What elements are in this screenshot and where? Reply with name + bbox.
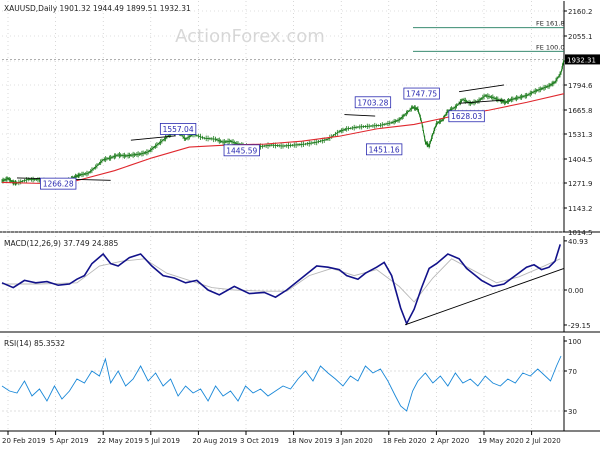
- price-label: 1445.59: [226, 146, 257, 155]
- price-panel-header: XAUUSD,Daily 1901.32 1944.49 1899.51 193…: [4, 4, 191, 13]
- x-tick-label: 2 Jul 2020: [526, 437, 561, 445]
- price-label: 1703.28: [357, 98, 388, 107]
- price-line: [1, 59, 565, 184]
- x-tick-label: 5 Jul 2019: [145, 437, 180, 445]
- price-label-box: [159, 123, 197, 135]
- y-tick-label: 70: [568, 368, 577, 376]
- x-tick-label: 18 Nov 2019: [288, 437, 333, 445]
- price-label-box: [40, 177, 77, 190]
- macd-signal-line: [2, 258, 561, 303]
- x-tick-label: 3 Jan 2020: [335, 437, 373, 445]
- last-price-text: 1932.31: [567, 56, 596, 64]
- trend-channel-line: [459, 99, 505, 104]
- x-tick-label: 20 Aug 2019: [192, 437, 237, 445]
- macd-trendline: [404, 267, 565, 326]
- y-tick-label: 30: [568, 408, 577, 416]
- y-tick-label: 1014.5: [568, 229, 593, 237]
- y-tick-label: 100: [568, 338, 581, 346]
- y-tick-label: 0.00: [568, 287, 584, 295]
- x-tick-label: 2 Apr 2020: [430, 437, 469, 445]
- y-tick-label: 1665.8: [568, 107, 593, 115]
- price-label: 1628.03: [451, 112, 482, 121]
- rsi-line: [1, 355, 562, 412]
- trend-channel-line: [344, 114, 376, 117]
- y-tick-label: 1404.5: [568, 156, 593, 164]
- price-label-box: [354, 96, 392, 109]
- fib-level-label: FE 100.0: [536, 43, 565, 51]
- rsi-panel-header: RSI(14) 85.3532: [4, 339, 65, 348]
- y-tick-label: 1794.6: [568, 82, 593, 90]
- x-tick-label: 19 May 2020: [478, 437, 524, 445]
- price-label-box: [448, 110, 485, 123]
- y-tick-label: 1271.9: [568, 180, 593, 188]
- y-tick-label: 2160.2: [568, 8, 593, 16]
- price-label: 1557.04: [163, 125, 194, 134]
- price-label: 1266.28: [43, 180, 74, 189]
- macd-line: [1, 244, 562, 326]
- trend-channel-line: [130, 135, 176, 141]
- x-tick-label: 20 Feb 2019: [2, 437, 46, 445]
- y-tick-label: -29.15: [568, 322, 591, 330]
- chart-panels: ActionForex.com XAUUSD,Daily 1901.32 1944…: [0, 1, 600, 432]
- x-tick-label: 3 Oct 2019: [240, 437, 279, 445]
- y-tick-label: 2055.1: [568, 33, 593, 41]
- macd-panel-header: MACD(12,26,9) 37.749 24.885: [4, 239, 118, 248]
- price-label-box: [366, 143, 403, 156]
- x-axis: 20 Feb 2019 5 Apr 2019 22 May 2019 5 Jul 20…: [2, 431, 561, 445]
- price-label: 1747.75: [406, 90, 437, 99]
- y-tick-label: 1143.2: [568, 205, 593, 213]
- y-tick-label: 40.93: [568, 238, 588, 246]
- price-label-box: [223, 144, 260, 157]
- last-price-badge: [565, 54, 600, 65]
- x-tick-label: 5 Apr 2019: [50, 437, 89, 445]
- x-tick-label: 18 Feb 2020: [383, 437, 427, 445]
- x-tick-label: 22 May 2019: [97, 437, 143, 445]
- fib-level-label: FE 161.8: [536, 20, 565, 28]
- trend-channel-line: [459, 84, 505, 93]
- price-label: 1451.16: [369, 145, 400, 154]
- watermark: ActionForex.com: [175, 26, 325, 47]
- y-tick-label: 1531.3: [568, 131, 593, 139]
- price-label-box: [403, 87, 440, 100]
